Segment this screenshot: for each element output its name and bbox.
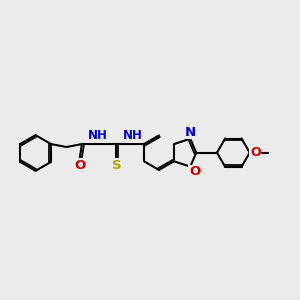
Text: O: O — [250, 146, 261, 159]
Text: O: O — [189, 166, 200, 178]
Text: NH: NH — [122, 129, 142, 142]
Text: NH: NH — [88, 129, 108, 142]
Text: N: N — [185, 126, 196, 139]
Text: O: O — [74, 159, 85, 172]
Text: S: S — [112, 159, 121, 172]
